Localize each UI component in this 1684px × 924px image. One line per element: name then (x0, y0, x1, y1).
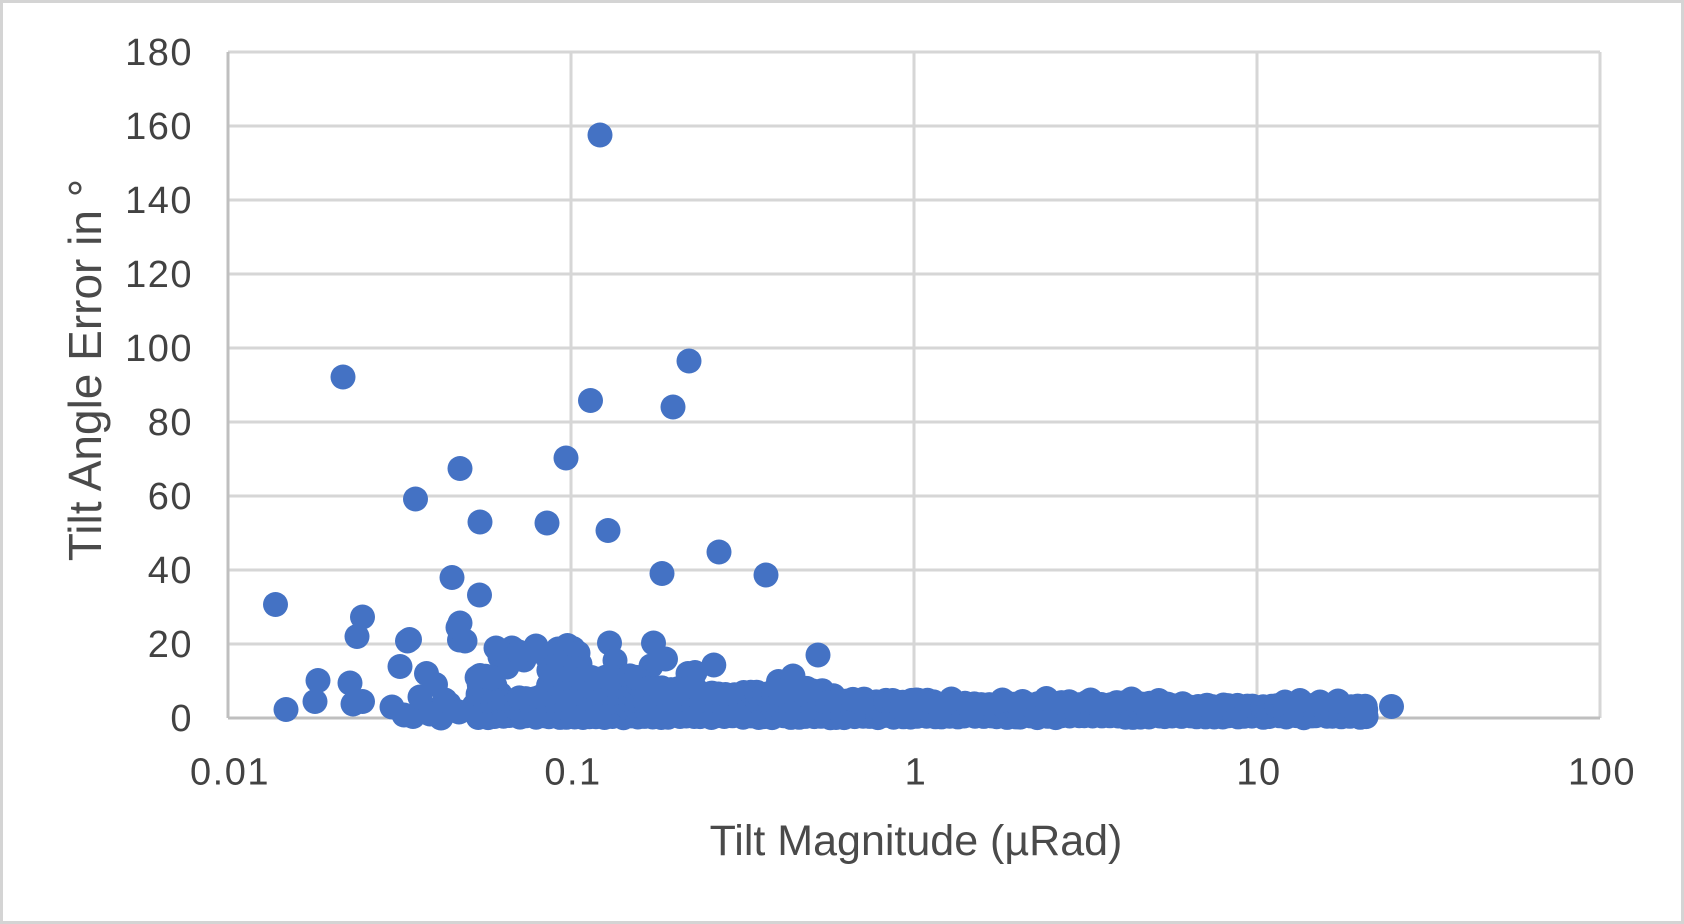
svg-text:20: 20 (148, 624, 193, 666)
svg-text:1: 1 (905, 752, 928, 794)
svg-text:0.1: 0.1 (544, 752, 601, 794)
svg-text:120: 120 (125, 254, 193, 296)
svg-text:100: 100 (125, 328, 193, 370)
svg-text:160: 160 (125, 106, 193, 148)
svg-text:100: 100 (1568, 752, 1636, 794)
svg-text:10: 10 (1236, 752, 1281, 794)
svg-text:0.01: 0.01 (190, 752, 270, 794)
svg-text:40: 40 (148, 550, 193, 592)
svg-text:Tilt Angle Error in °: Tilt Angle Error in ° (59, 179, 111, 561)
svg-text:180: 180 (125, 32, 193, 74)
svg-text:60: 60 (148, 476, 193, 518)
svg-text:0: 0 (170, 698, 193, 740)
svg-text:80: 80 (148, 402, 193, 444)
svg-text:Tilt Magnitude (µRad): Tilt Magnitude (µRad) (710, 817, 1123, 865)
svg-text:140: 140 (125, 180, 193, 222)
